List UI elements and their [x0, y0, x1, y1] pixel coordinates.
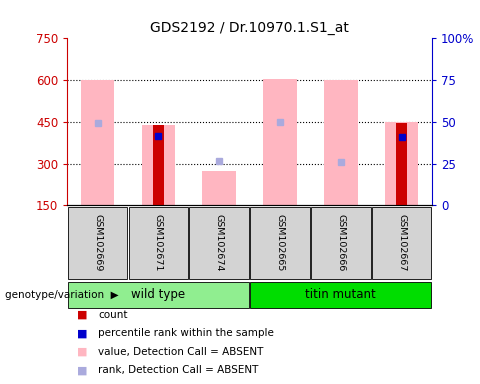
Text: wild type: wild type: [132, 288, 185, 301]
Bar: [153, 125, 164, 205]
Text: GSM102671: GSM102671: [154, 214, 163, 271]
Bar: [129, 207, 188, 279]
Bar: [68, 207, 127, 279]
Bar: [250, 282, 432, 308]
Text: GSM102669: GSM102669: [93, 214, 102, 271]
Bar: [68, 282, 249, 308]
Text: value, Detection Call = ABSENT: value, Detection Call = ABSENT: [98, 347, 264, 357]
Text: GSM102667: GSM102667: [397, 214, 406, 271]
Text: ■: ■: [77, 310, 87, 320]
Bar: [385, 122, 418, 205]
Bar: [142, 125, 175, 205]
Text: GSM102665: GSM102665: [276, 214, 285, 271]
Text: titin mutant: titin mutant: [305, 288, 376, 301]
Text: ■: ■: [77, 365, 87, 375]
Text: ■: ■: [77, 328, 87, 338]
Bar: [81, 80, 114, 205]
Bar: [396, 123, 407, 205]
Bar: [311, 207, 371, 279]
Text: ■: ■: [77, 347, 87, 357]
Bar: [324, 80, 358, 205]
Title: GDS2192 / Dr.10970.1.S1_at: GDS2192 / Dr.10970.1.S1_at: [150, 21, 349, 35]
Text: GSM102666: GSM102666: [336, 214, 345, 271]
Text: rank, Detection Call = ABSENT: rank, Detection Call = ABSENT: [98, 365, 259, 375]
Text: percentile rank within the sample: percentile rank within the sample: [98, 328, 274, 338]
Bar: [372, 207, 432, 279]
Text: GSM102674: GSM102674: [215, 214, 224, 271]
Text: genotype/variation  ▶: genotype/variation ▶: [5, 290, 119, 300]
Bar: [250, 207, 310, 279]
Bar: [263, 79, 297, 205]
Bar: [203, 170, 236, 205]
Text: count: count: [98, 310, 128, 320]
Bar: [190, 207, 249, 279]
